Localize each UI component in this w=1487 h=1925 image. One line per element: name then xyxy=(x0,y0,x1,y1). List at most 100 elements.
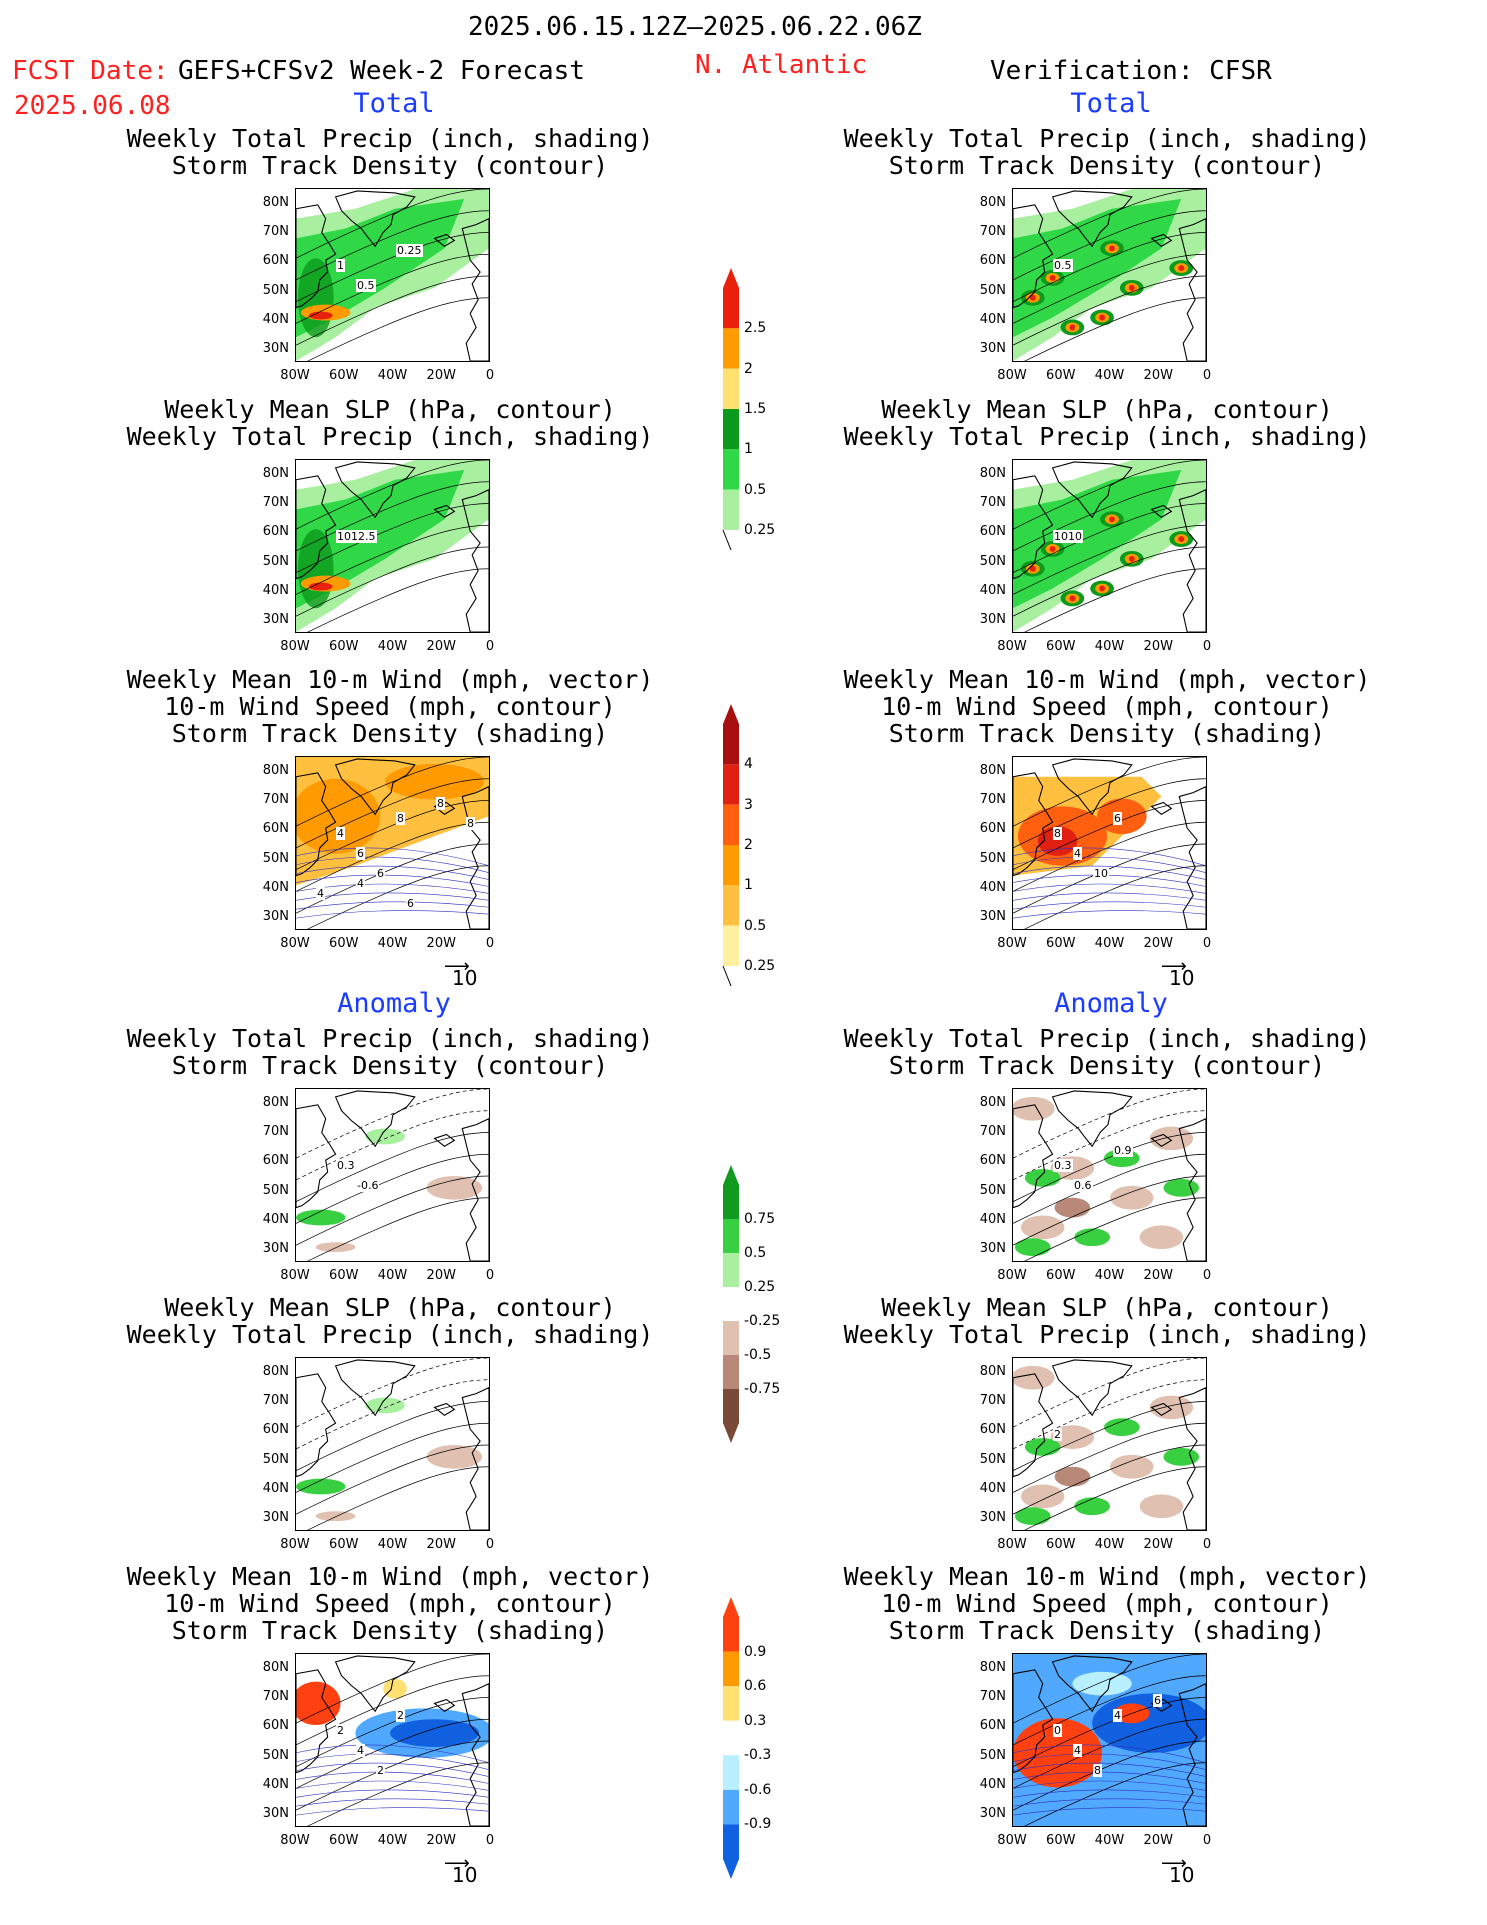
lat-tick-label: 30N xyxy=(262,612,289,627)
contour-label: 8 xyxy=(1053,827,1062,840)
fc-total-slp-map: 1012.5 xyxy=(295,459,490,633)
contour-label: 8 xyxy=(1093,1764,1102,1777)
colorbar-segment xyxy=(723,368,739,409)
panel-title: Weekly Mean SLP (hPa, contour) xyxy=(881,395,1333,424)
arrow-right-icon: ⟶ xyxy=(1161,956,1187,977)
lat-tick-label: 70N xyxy=(262,1393,289,1409)
contour-label: 0.5 xyxy=(1053,259,1073,272)
lon-tick-label: 0 xyxy=(1202,1268,1212,1283)
lat-tick-label: 80N xyxy=(262,1095,289,1110)
contour-label: 8 xyxy=(466,817,475,830)
contour-label: 0.25 xyxy=(396,244,423,257)
colorbar-segment xyxy=(723,885,739,926)
lat-tick-label: 50N xyxy=(979,850,1006,866)
panel-title: 10-m Wind Speed (mph, contour) xyxy=(164,1589,616,1618)
colorbar-level-label: 1.5 xyxy=(744,401,767,417)
lat-tick-label: 40N xyxy=(979,1776,1006,1792)
colorbar-level-label: 0.25 xyxy=(744,1279,776,1295)
lat-tick-label: 50N xyxy=(979,1182,1006,1198)
contour-label: 0.5 xyxy=(356,279,376,292)
colorbar-level-label: -0.6 xyxy=(744,1781,772,1798)
vector-ref-label: 10 xyxy=(452,1863,478,1887)
map-plot xyxy=(296,189,489,361)
colorbar-segment xyxy=(723,409,739,450)
lat-tick-label: 50N xyxy=(979,1451,1006,1467)
fcst-date: 2025.06.08 xyxy=(14,91,171,121)
contour-label: 0.3 xyxy=(1053,1159,1073,1172)
contour-label: 4 xyxy=(1073,847,1082,860)
lat-tick-label: 40N xyxy=(262,1211,289,1227)
lon-tick-label: 80W xyxy=(997,1268,1027,1283)
vector-ref-label: 10 xyxy=(452,966,478,990)
map-plot xyxy=(1013,1089,1206,1261)
lat-tick-label: 80N xyxy=(262,1660,289,1675)
lon-tick-label: 40W xyxy=(377,1268,408,1283)
contour-label: 0.3 xyxy=(336,1159,356,1172)
contour-label: 1010 xyxy=(1053,530,1083,543)
contour-label: 4 xyxy=(316,887,325,900)
lat-tick-label: 30N xyxy=(262,1241,289,1256)
panel-title: Storm Track Density (shading) xyxy=(171,1616,609,1645)
fcst-date-label: FCST Date: xyxy=(12,56,169,86)
panel-title: Storm Track Density (shading) xyxy=(888,1616,1326,1645)
colorbar-level-label: 2.5 xyxy=(744,320,767,337)
panel-title: Storm Track Density (shading) xyxy=(171,719,609,748)
vector-ref-label: 10 xyxy=(1169,966,1195,990)
lat-tick-label: 30N xyxy=(979,1241,1006,1256)
colorbar-level-label: -0.3 xyxy=(744,1747,772,1764)
lon-tick-label: 60W xyxy=(1046,639,1076,654)
lon-tick-label: 80W xyxy=(997,936,1027,951)
lon-tick-label: 80W xyxy=(997,368,1027,383)
map-plot xyxy=(1013,189,1206,361)
panel-title: Weekly Total Precip (inch, shading) xyxy=(843,1320,1371,1349)
panel-title: Weekly Total Precip (inch, shading) xyxy=(126,124,654,153)
panel-title: Weekly Total Precip (inch, shading) xyxy=(126,1320,654,1349)
lat-tick-label: 30N xyxy=(979,612,1006,627)
lat-tick-label: 80N xyxy=(262,195,289,210)
panel-title: Storm Track Density (contour) xyxy=(888,151,1326,180)
lat-tick-label: 80N xyxy=(979,195,1006,210)
lat-tick-label: 70N xyxy=(262,224,289,240)
colorbar-segment xyxy=(723,1389,739,1423)
lat-tick-label: 60N xyxy=(979,1153,1006,1169)
lat-tick-label: 50N xyxy=(262,1451,289,1467)
lon-tick-label: 0 xyxy=(485,1833,495,1848)
lat-tick-label: 70N xyxy=(979,1393,1006,1409)
colorbar-level-label: -0.9 xyxy=(744,1816,772,1833)
lon-tick-label: 40W xyxy=(377,1537,408,1552)
region-label: N. Atlantic xyxy=(695,50,868,80)
contour-label: 2 xyxy=(376,1764,385,1777)
map-plot xyxy=(296,757,489,929)
colorbar-level-label: 0.6 xyxy=(744,1678,767,1695)
lat-tick-label: 50N xyxy=(979,282,1006,298)
colorbar-segment xyxy=(723,845,739,886)
lon-tick-label: 40W xyxy=(377,936,408,951)
period-title: 2025.06.15.12Z–2025.06.22.06Z xyxy=(468,12,922,42)
panel-title: 10-m Wind Speed (mph, contour) xyxy=(881,1589,1333,1618)
colorbar-level-label: -0.5 xyxy=(744,1347,772,1363)
panel-title: Weekly Mean SLP (hPa, contour) xyxy=(881,1293,1333,1322)
vector-reference: ⟶ 10 xyxy=(444,1853,478,1887)
colorbar-precip_anom xyxy=(720,1165,742,1443)
colorbar-segment xyxy=(723,764,739,805)
lat-tick-label: 80N xyxy=(979,1095,1006,1110)
lat-tick-label: 80N xyxy=(979,1660,1006,1675)
lat-tick-label: 30N xyxy=(979,909,1006,924)
lat-tick-label: 60N xyxy=(979,821,1006,837)
contour-label: 4 xyxy=(1113,1709,1122,1722)
colorbar-level-label: 2 xyxy=(744,360,753,377)
contour-label: 2 xyxy=(1053,1428,1062,1441)
vector-reference: ⟶ 10 xyxy=(444,956,478,990)
lat-tick-label: 50N xyxy=(262,1182,289,1198)
colorbar-segment xyxy=(723,1755,739,1790)
colorbar-segment xyxy=(723,804,739,845)
lat-tick-label: 40N xyxy=(979,582,1006,598)
lat-tick-label: 80N xyxy=(979,466,1006,481)
vector-ref-label: 10 xyxy=(1169,1863,1195,1887)
lat-tick-label: 30N xyxy=(262,909,289,924)
colorbar-segment xyxy=(723,1253,739,1287)
panel-title: Weekly Mean SLP (hPa, contour) xyxy=(164,395,616,424)
lon-tick-label: 20W xyxy=(1143,936,1173,951)
lon-tick-label: 0 xyxy=(1202,936,1212,951)
